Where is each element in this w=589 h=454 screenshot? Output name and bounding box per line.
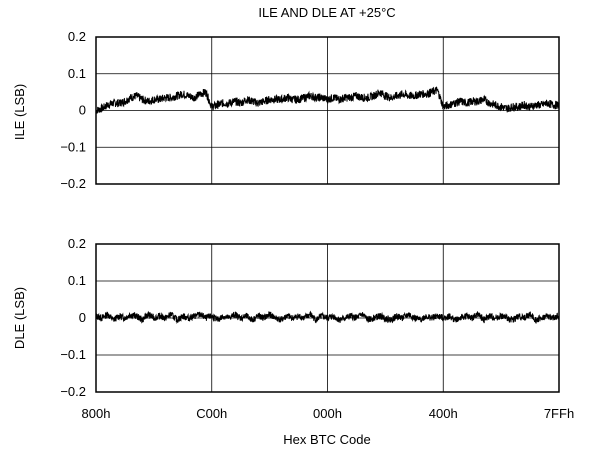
ile-y-axis-label: ILE (LSB) <box>12 84 27 140</box>
ile-y-tick-label: 0.1 <box>68 66 86 81</box>
ile-panel: ILE (LSB) 0.2 0.1 0 −0.1 −0.2 <box>12 29 560 191</box>
ile-y-tick-label: 0 <box>79 103 86 118</box>
dle-y-tick-label: 0 <box>79 310 86 325</box>
x-axis-label: Hex BTC Code <box>283 432 370 447</box>
x-tick-label: 7FFh <box>544 406 574 421</box>
x-tick-label: 400h <box>429 406 458 421</box>
dle-y-tick-label: 0.2 <box>68 236 86 251</box>
ile-y-tick-label: −0.1 <box>60 139 86 154</box>
dle-y-tick-label: −0.1 <box>60 347 86 362</box>
ile-y-tick-label: −0.2 <box>60 176 86 191</box>
ile-plot-frame <box>95 36 560 185</box>
x-tick-label: 800h <box>82 406 111 421</box>
dle-y-tick-label: 0.1 <box>68 273 86 288</box>
dle-plot-frame <box>95 243 560 393</box>
ile-series-line <box>95 86 560 114</box>
ile-y-tick-label: 0.2 <box>68 29 86 44</box>
dle-panel: DLE (LSB) 0.2 0.1 0 −0.1 −0.2 800h C00h 000h 400… <box>12 236 574 421</box>
dle-y-axis-label: DLE (LSB) <box>12 287 27 349</box>
dle-series-line <box>95 310 560 325</box>
x-tick-label: C00h <box>196 406 227 421</box>
chart-title: ILE AND DLE AT +25°C <box>258 5 395 20</box>
x-tick-label: 000h <box>313 406 342 421</box>
dle-y-tick-label: −0.2 <box>60 384 86 399</box>
